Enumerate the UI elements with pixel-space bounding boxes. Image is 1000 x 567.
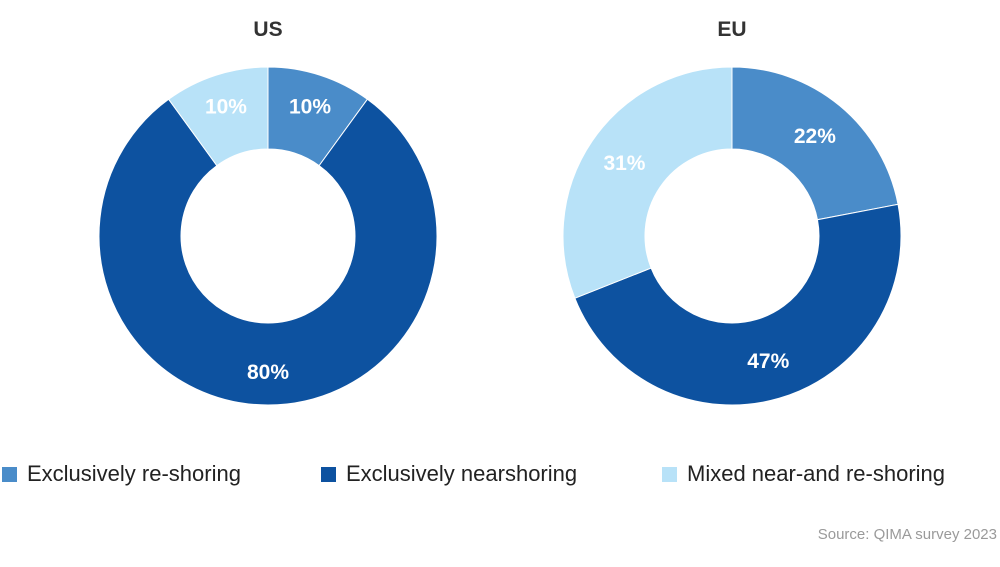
legend: Exclusively re-shoring Exclusively nears… — [0, 457, 1000, 491]
legend-swatch-nearshoring — [321, 466, 336, 482]
chart-title: US — [253, 18, 282, 41]
legend-swatch-mixed — [662, 466, 677, 482]
legend-item-reshoring: Exclusively re-shoring — [2, 457, 241, 491]
slice-label-nearshoring: 47% — [747, 350, 789, 373]
slice-label-reshoring: 22% — [794, 125, 836, 148]
source-note: Source: QIMA survey 2023 — [817, 526, 997, 543]
slice-label-mixed: 10% — [205, 96, 247, 119]
slice-mixed — [562, 66, 733, 299]
legend-item-mixed: Mixed near-and re-shoring — [662, 457, 945, 491]
donut-eu: EU 22% 47% 31% — [562, 18, 902, 406]
legend-label-nearshoring: Exclusively nearshoring — [346, 461, 578, 486]
slice-label-reshoring: 10% — [289, 96, 331, 119]
slice-label-nearshoring: 80% — [247, 361, 289, 384]
legend-label-mixed: Mixed near-and re-shoring — [687, 461, 946, 486]
slice-mixed — [167, 66, 269, 167]
donut-us: US 10% 80% 10% — [98, 18, 438, 406]
legend-swatch-reshoring — [2, 466, 17, 482]
slice-label-mixed: 31% — [603, 152, 645, 175]
slice-nearshoring — [98, 98, 438, 406]
slice-nearshoring — [574, 203, 902, 406]
legend-item-nearshoring: Exclusively nearshoring — [321, 457, 577, 491]
legend-label-reshoring: Exclusively re-shoring — [27, 461, 241, 486]
slice-reshoring — [731, 66, 899, 221]
chart-title: EU — [717, 18, 746, 41]
